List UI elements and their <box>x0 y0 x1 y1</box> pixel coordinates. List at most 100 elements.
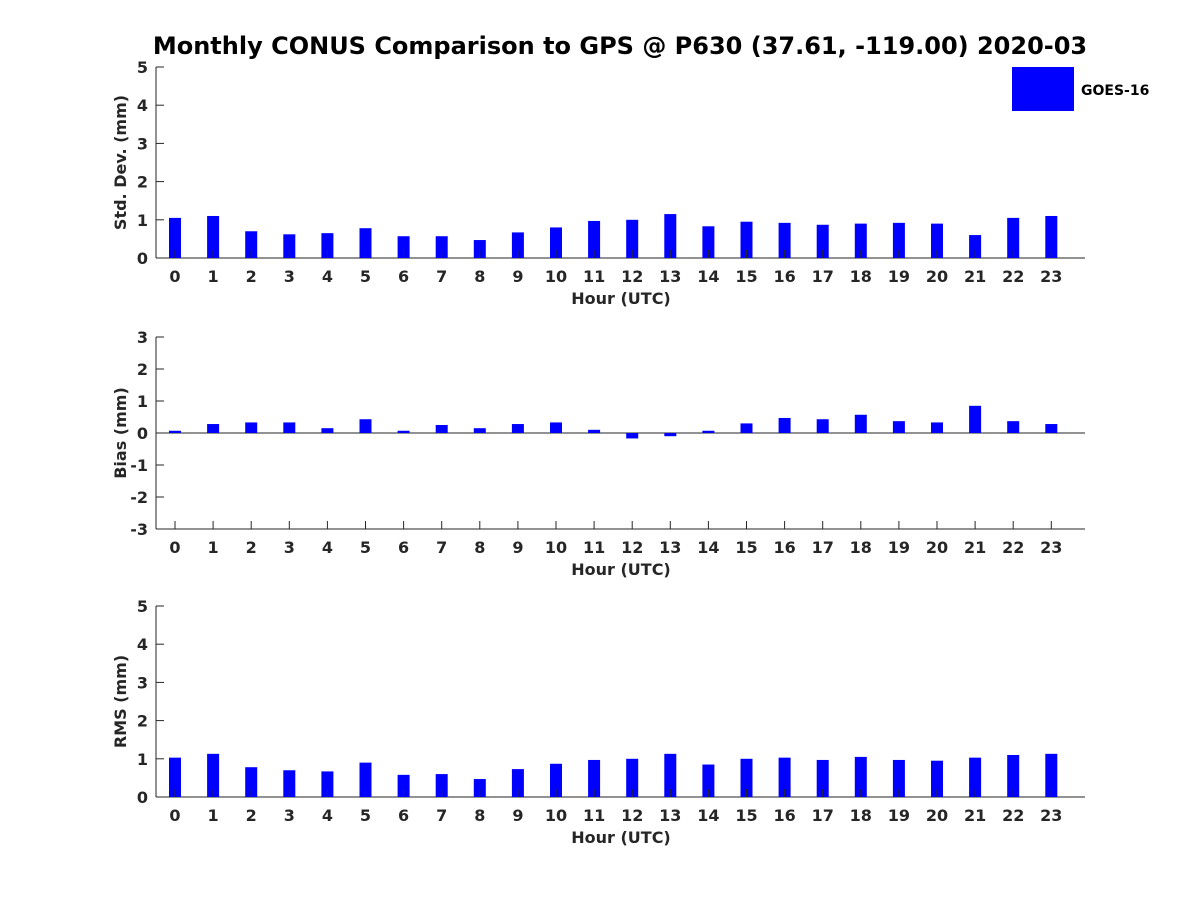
legend: GOES-16 <box>1012 67 1149 111</box>
x-tick-label: 14 <box>697 267 719 286</box>
bar-hour-0 <box>169 217 181 258</box>
x-tick-label: 2 <box>246 267 257 286</box>
bar-hour-18 <box>854 223 867 258</box>
bar-hour-20 <box>931 223 943 258</box>
bar-hour-19 <box>892 222 905 258</box>
bar-hour-20 <box>931 422 943 433</box>
x-tick-label: 23 <box>1040 538 1062 557</box>
bar-hour-5 <box>359 228 372 258</box>
bar-hour-13 <box>664 753 677 797</box>
x-tick-label: 13 <box>659 538 681 557</box>
x-tick-label: 21 <box>964 267 986 286</box>
bar-hour-12 <box>626 219 639 258</box>
x-tick-label: 18 <box>850 538 872 557</box>
bar-hour-7 <box>435 425 448 433</box>
bar-hour-16 <box>778 417 791 433</box>
x-tick-label: 7 <box>436 267 447 286</box>
bar-hour-10 <box>550 763 562 797</box>
bar-hour-16 <box>778 757 791 797</box>
x-tick-label: 13 <box>659 267 681 286</box>
bar-hour-4 <box>321 771 334 797</box>
bar-hour-9 <box>511 424 524 433</box>
y-tick-label: 3 <box>137 673 148 692</box>
x-tick-label: 12 <box>621 538 643 557</box>
x-axis-label: Hour (UTC) <box>571 560 671 579</box>
bar-hour-23 <box>1045 424 1058 433</box>
x-axis-label: Hour (UTC) <box>571 828 671 847</box>
x-tick-label: 20 <box>926 806 948 825</box>
x-tick-label: 5 <box>360 538 371 557</box>
bar-hour-6 <box>397 774 410 797</box>
y-tick-label: -2 <box>130 488 148 507</box>
y-tick-label: 0 <box>137 424 148 443</box>
x-tick-label: 19 <box>888 538 910 557</box>
x-tick-label: 9 <box>512 267 523 286</box>
x-tick-label: 20 <box>926 267 948 286</box>
x-tick-label: 10 <box>545 267 567 286</box>
bar-hour-1 <box>207 424 220 433</box>
x-tick-label: 4 <box>322 806 333 825</box>
x-tick-label: 12 <box>621 806 643 825</box>
x-tick-label: 21 <box>964 806 986 825</box>
bar-hour-21 <box>969 757 982 797</box>
bar-hour-8 <box>473 428 486 433</box>
bar-hour-18 <box>854 756 867 797</box>
bar-hour-17 <box>816 759 829 797</box>
x-tick-label: 22 <box>1002 538 1024 557</box>
bar-hour-10 <box>550 227 562 258</box>
y-tick-label: 2 <box>137 712 148 731</box>
x-tick-label: 10 <box>545 538 567 557</box>
bar-hour-13 <box>664 214 677 258</box>
x-tick-label: 8 <box>474 538 485 557</box>
x-tick-label: 10 <box>545 806 567 825</box>
bar-hour-1 <box>207 215 220 258</box>
y-tick-label: 0 <box>137 788 148 807</box>
y-tick-label: 5 <box>137 58 148 77</box>
bar-hour-21 <box>969 405 982 433</box>
bar-hour-22 <box>1007 217 1020 258</box>
bar-hour-5 <box>359 419 372 433</box>
y-tick-label: -1 <box>130 456 148 475</box>
x-tick-label: 1 <box>208 538 219 557</box>
x-tick-label: 6 <box>398 806 409 825</box>
bar-hour-4 <box>321 233 334 258</box>
x-tick-label: 16 <box>773 267 795 286</box>
bar-hour-9 <box>511 769 524 797</box>
bar-hour-19 <box>892 421 905 433</box>
x-axis-label: Hour (UTC) <box>571 289 671 308</box>
x-tick-label: 17 <box>812 538 834 557</box>
bar-hour-18 <box>854 414 867 433</box>
x-tick-label: 2 <box>246 806 257 825</box>
bar-hour-1 <box>207 753 220 797</box>
x-tick-label: 11 <box>583 806 605 825</box>
x-tick-label: 5 <box>360 806 371 825</box>
x-tick-label: 2 <box>246 538 257 557</box>
x-tick-label: 3 <box>284 538 295 557</box>
y-tick-label: 4 <box>137 635 148 654</box>
x-tick-label: 4 <box>322 538 333 557</box>
x-tick-label: 17 <box>812 806 834 825</box>
bar-hour-14 <box>702 430 715 433</box>
bar-hour-19 <box>892 759 905 797</box>
x-tick-label: 19 <box>888 267 910 286</box>
bar-hour-12 <box>626 433 639 439</box>
bar-hour-2 <box>245 231 258 258</box>
x-tick-label: 16 <box>773 538 795 557</box>
x-tick-label: 19 <box>888 806 910 825</box>
x-tick-label: 1 <box>208 267 219 286</box>
x-tick-label: 22 <box>1002 806 1024 825</box>
x-tick-label: 18 <box>850 267 872 286</box>
bar-hour-8 <box>473 240 486 258</box>
x-tick-label: 17 <box>812 267 834 286</box>
bar-hour-11 <box>588 220 601 258</box>
x-tick-label: 11 <box>583 538 605 557</box>
bar-hour-0 <box>169 757 181 797</box>
x-tick-label: 21 <box>964 538 986 557</box>
bar-hour-23 <box>1045 215 1058 258</box>
